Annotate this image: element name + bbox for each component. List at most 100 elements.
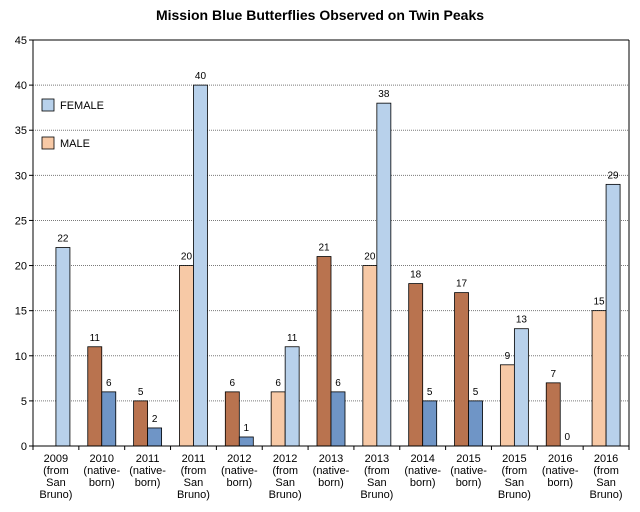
x-category-label-line: (from [502,465,528,477]
data-label-male: 11 [90,333,101,344]
data-label-female: 38 [378,89,390,100]
data-label-male: 21 [318,243,330,254]
x-category-label: 2011 (from San Bruno) [177,453,210,501]
x-category-label-line: Bruno) [360,489,393,501]
x-category-label-line: (native- [221,465,258,477]
x-category-label-line: (native- [450,465,487,477]
legend-swatch-male [41,136,55,150]
bar-female [422,400,438,447]
bar-male [133,400,149,447]
data-label-female: 5 [473,387,479,398]
x-category-label-line: born) [456,477,482,489]
data-label-female: 22 [57,234,69,245]
y-tick-label: 20 [15,261,27,273]
bar-female [468,400,483,447]
bar-female [284,346,300,447]
x-category-label-line: (native- [542,465,579,477]
x-category-label-line: Bruno) [590,489,623,501]
bar-female [55,247,71,447]
bar-male [179,265,194,447]
bar-female [238,436,254,447]
bar-male [545,382,561,447]
x-category-label-line: born) [547,477,573,489]
data-label-female: 2 [152,414,158,425]
y-tick-label: 30 [15,170,27,182]
data-label-male: 6 [230,378,236,389]
y-tick-label: 35 [15,125,27,137]
legend-label-female: FEMALE [60,100,104,112]
x-category-label-line: 2014 [410,453,434,465]
data-label-female: 1 [244,423,250,434]
data-label-female: 11 [287,333,298,344]
bar-female [193,84,208,447]
bar-male [316,256,332,447]
data-label-female: 6 [106,378,112,389]
data-label-male: 9 [505,351,511,362]
bar-male [362,265,378,447]
y-tick-label: 0 [21,441,27,453]
y-tick-label: 5 [21,396,27,408]
data-label-male: 18 [410,270,422,281]
x-category-label-line: born) [135,477,161,489]
legend-swatch-female [41,98,55,112]
data-label-female: 29 [608,170,620,181]
bar-male [270,391,286,447]
data-label-male: 17 [456,279,468,290]
x-category-label-line: 2016 [594,453,618,465]
x-category-label: 2012 (native-born) [221,453,258,489]
x-category-label: 2015 (native-born) [450,453,487,489]
bar-male [591,310,607,447]
x-category-label-line: San [184,477,204,489]
x-category-label-line: 2010 [90,453,114,465]
x-category-label-line: born) [226,477,252,489]
x-category-label: 2013 (native-born) [313,453,350,489]
x-category-label-line: (native- [83,465,120,477]
x-category-label-line: 2013 [319,453,343,465]
x-category-label: 2016 (native-born) [542,453,579,489]
x-category-label-line: 2011 [136,453,160,465]
data-label-male: 7 [550,369,556,380]
x-category-label-line: born) [89,477,115,489]
x-category-label-line: 2012 [273,453,297,465]
x-category-label-line: Bruno) [498,489,531,501]
x-category-label-line: (native- [313,465,350,477]
x-category-label-line: (from [593,465,619,477]
x-category-label-line: San [367,477,387,489]
x-category-label: 2016 (from San Bruno) [590,453,623,501]
x-category-label-line: San [505,477,525,489]
x-category-label-line: San [46,477,66,489]
y-tick-label: 45 [15,35,27,47]
data-label-female: 6 [335,378,341,389]
x-category-label-line: Bruno) [177,489,210,501]
data-label-male: 20 [364,252,376,263]
data-label-male: 5 [138,387,144,398]
x-category-label-line: (from [272,465,298,477]
data-label-female: 40 [195,71,207,82]
x-category-label-line: 2012 [227,453,251,465]
x-category-label-line: (from [364,465,390,477]
data-label-male: 20 [181,252,193,263]
x-category-label-line: San [275,477,295,489]
x-category-label-line: Bruno) [39,489,72,501]
legend-label-male: MALE [60,138,90,150]
bar-male [408,283,424,447]
bars [55,84,621,447]
data-label-female: 5 [427,387,433,398]
x-category-label-line: born) [410,477,436,489]
legend: FEMALE MALE [41,98,104,150]
x-category-label: 2011 (native-born) [129,453,166,489]
x-category-label-line: born) [318,477,344,489]
x-category-label-line: (native- [404,465,441,477]
x-category-label-line: 2015 [502,453,526,465]
x-category-label-line: San [596,477,616,489]
x-category-label: 2009 (from San Bruno) [39,453,72,501]
x-category-label-line: 2009 [44,453,68,465]
x-category-label-line: Bruno) [269,489,302,501]
y-tick-label: 10 [15,351,27,363]
bar-female [513,328,529,447]
x-category-label-line: 2016 [548,453,572,465]
chart-title: Mission Blue Butterflies Observed on Twi… [156,7,484,23]
bar-male [454,292,469,447]
data-label-male: 6 [275,378,281,389]
